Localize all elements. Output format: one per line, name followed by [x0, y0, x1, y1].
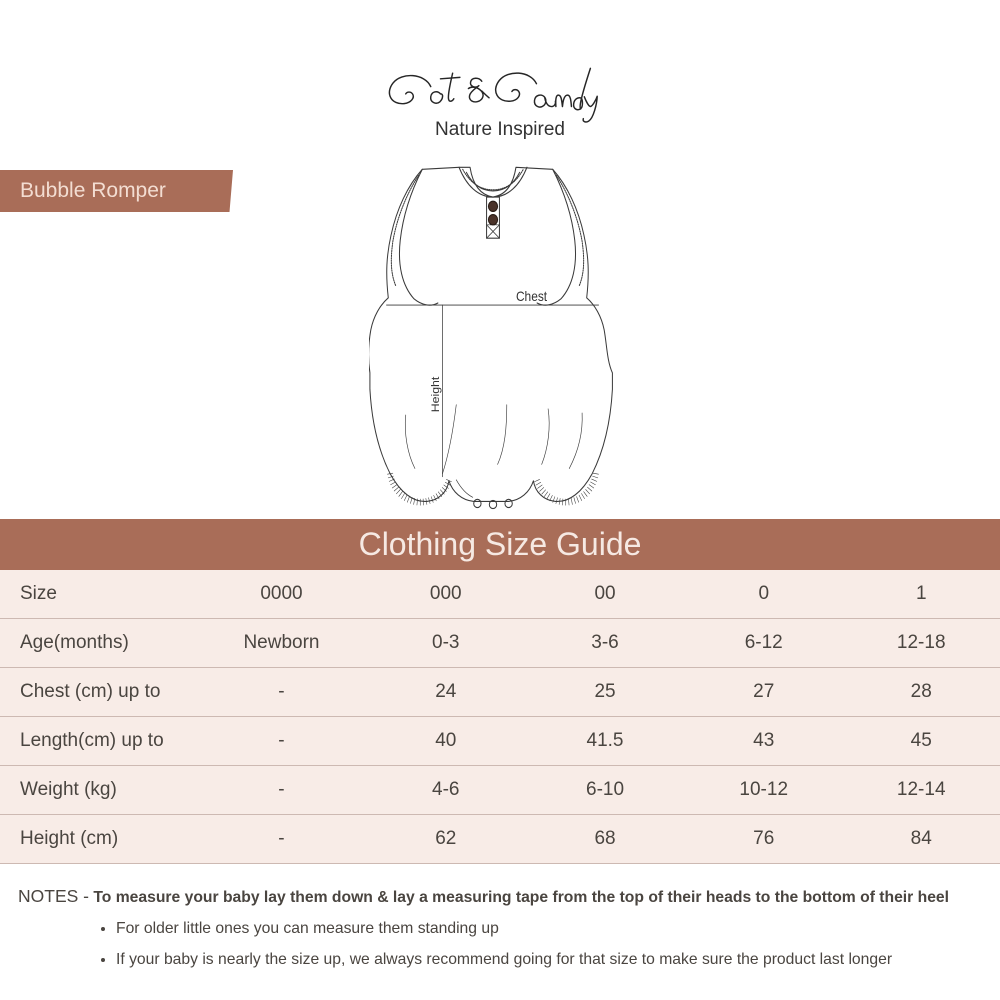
svg-text:Height: Height	[429, 376, 441, 412]
svg-text:Chest: Chest	[516, 289, 548, 304]
